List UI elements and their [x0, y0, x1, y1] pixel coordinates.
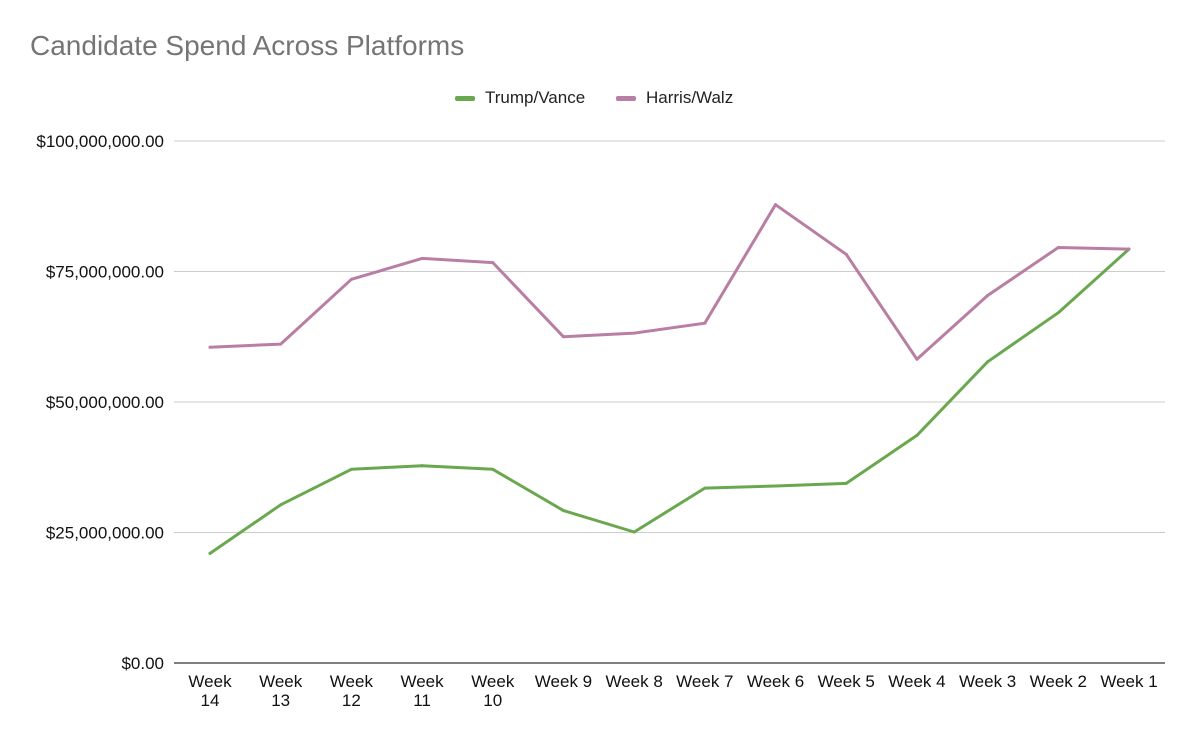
series-line-2[interactable]	[208, 203, 1131, 361]
x-axis-ticks: Week 14 Week 13 Week 12 Week 11 Week 10 Week 9 Week…	[188, 672, 1157, 710]
y-tick-label: $100,000,000.00	[36, 132, 164, 151]
x-tick-label: Week 8	[605, 672, 662, 691]
data-point-series-2[interactable]	[491, 261, 495, 265]
x-tick-label: Week 5	[818, 672, 875, 691]
data-point-series-1[interactable]	[986, 360, 990, 364]
data-point-series-1[interactable]	[632, 530, 636, 534]
legend-swatch-series-2	[616, 95, 636, 101]
data-point-series-2[interactable]	[632, 331, 636, 335]
series-lines	[208, 203, 1131, 555]
data-point-series-1[interactable]	[491, 467, 495, 471]
data-point-series-2[interactable]	[208, 345, 212, 349]
x-tick-label: Week 4	[888, 672, 945, 691]
x-tick-label: Week 7	[676, 672, 733, 691]
data-point-series-1[interactable]	[561, 509, 565, 513]
data-point-series-2[interactable]	[561, 335, 565, 339]
data-point-series-1[interactable]	[208, 551, 212, 555]
data-point-series-1[interactable]	[349, 467, 353, 471]
y-tick-label: $50,000,000.00	[46, 393, 164, 412]
data-point-series-2[interactable]	[349, 277, 353, 281]
data-point-series-2[interactable]	[1127, 247, 1131, 251]
data-point-series-2[interactable]	[915, 357, 919, 361]
x-tick-label: Week 12	[330, 672, 374, 710]
legend: Trump/Vance Harris/Walz	[0, 88, 1200, 112]
series-line-1[interactable]	[208, 247, 1131, 555]
chart-title: Candidate Spend Across Platforms	[30, 30, 465, 61]
gridlines	[174, 140, 1165, 664]
data-point-series-1[interactable]	[279, 503, 283, 507]
data-point-series-1[interactable]	[420, 464, 424, 468]
legend-item-series-2[interactable]: Harris/Walz	[616, 88, 733, 108]
x-tick-label: Week 1	[1100, 672, 1157, 691]
legend-label-series-2: Harris/Walz	[646, 88, 734, 107]
x-tick-label: Week 13	[259, 672, 303, 710]
y-axis-ticks: $0.00 $25,000,000.00 $50,000,000.00 $75,000…	[36, 132, 164, 673]
data-point-series-1[interactable]	[844, 481, 848, 485]
y-tick-label: $75,000,000.00	[46, 263, 164, 282]
data-point-series-2[interactable]	[774, 203, 778, 207]
y-tick-label: $25,000,000.00	[46, 524, 164, 543]
data-point-series-1[interactable]	[1056, 311, 1060, 315]
x-tick-label: Week 10	[471, 672, 515, 710]
x-tick-label: Week 11	[400, 672, 444, 710]
data-point-series-2[interactable]	[420, 256, 424, 260]
x-tick-label: Week 2	[1030, 672, 1087, 691]
data-point-series-2[interactable]	[844, 252, 848, 256]
legend-item-series-1[interactable]: Trump/Vance	[455, 88, 585, 108]
x-tick-label: Week 9	[535, 672, 592, 691]
data-point-series-1[interactable]	[915, 433, 919, 437]
data-point-series-2[interactable]	[986, 294, 990, 298]
data-point-series-2[interactable]	[279, 342, 283, 346]
legend-label-series-1: Trump/Vance	[485, 88, 586, 107]
x-tick-label: Week 3	[959, 672, 1016, 691]
data-point-series-2[interactable]	[703, 321, 707, 325]
data-point-series-1[interactable]	[774, 484, 778, 488]
y-tick-label: $0.00	[121, 654, 164, 673]
legend-swatch-series-1	[455, 95, 475, 101]
x-tick-label: Week 6	[747, 672, 804, 691]
x-tick-label: Week 14	[188, 672, 232, 710]
data-point-series-1[interactable]	[703, 486, 707, 490]
data-point-series-2[interactable]	[1056, 245, 1060, 249]
